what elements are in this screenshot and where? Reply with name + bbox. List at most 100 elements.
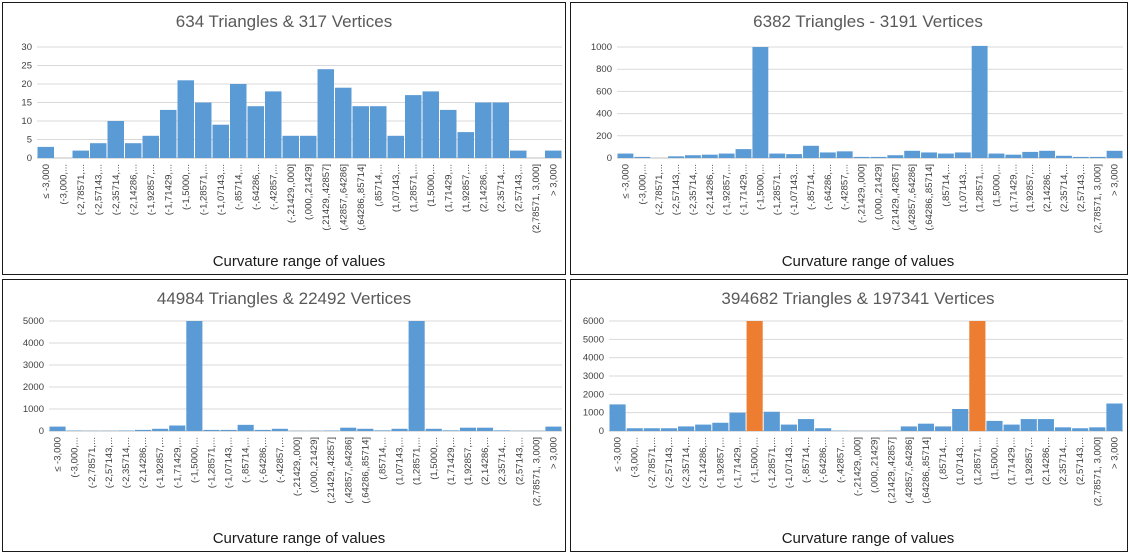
x-tick-label: (-2,35714,... [688, 164, 699, 215]
x-tick-label: (-1,92857,... [722, 164, 733, 215]
y-tick-label: 3000 [583, 371, 604, 382]
bar-26 [494, 430, 511, 431]
bar-24 [457, 132, 474, 158]
chart-panel-634-triangles: 634 Triangles & 317 Vertices 0 5 10 15 20 25 3… [2, 2, 566, 275]
bar-10 [220, 429, 237, 431]
x-tick-label: (-,21429,,000] [857, 164, 868, 223]
x-tick-label: (,85714,... [373, 164, 384, 207]
x-tick-label: (1,28571,... [408, 164, 419, 212]
x-tick-label: (-2,78571,... [87, 437, 98, 488]
bar-15 [300, 135, 317, 158]
bar-29 [545, 426, 562, 431]
x-tick-label: (1,07143,... [955, 437, 966, 485]
x-tick-label: (-2,14286,... [138, 437, 149, 488]
x-tick-label: (-3,000,... [58, 164, 69, 205]
x-tick-label: (2,78571, 3,000] [531, 437, 542, 506]
x-tick-label: > 3,000 [548, 164, 559, 196]
bar-0 [609, 404, 626, 431]
x-tick-label: (,000,,21429] [873, 164, 884, 220]
x-tick-label: (,000,,21429] [303, 164, 314, 220]
bar-25 [477, 427, 494, 431]
x-tick-label: (1,07143,... [958, 164, 969, 212]
x-tick-label: ≤ -3,000 [53, 437, 64, 472]
bar-10 [212, 124, 229, 158]
y-tick-label: 3000 [23, 360, 44, 371]
bar-25 [1037, 419, 1054, 431]
bar-19 [370, 106, 387, 158]
chart-panel-44984-triangles: 44984 Triangles & 22492 Vertices 0 1000 20… [2, 279, 566, 552]
x-tick-label: ≤ -3,000 [613, 437, 624, 472]
bar-6 [712, 422, 729, 431]
x-tick-label: (1,71429,... [1008, 164, 1019, 212]
x-tick-label: (-,21429,,000] [292, 437, 303, 496]
x-tick-label: (-1,71429,... [733, 437, 744, 488]
bar-8 [752, 47, 769, 158]
bar-21 [971, 45, 988, 158]
x-tick-label: (,21429,,42857] [326, 437, 337, 504]
bar-13 [271, 428, 288, 431]
bar-28 [1089, 427, 1106, 431]
x-tick-label: (-2,35714,... [121, 437, 132, 488]
x-tick-label: (-1,5000,... [181, 164, 192, 210]
bar-3 [90, 143, 107, 158]
x-tick-label: (-,42857,... [840, 164, 851, 210]
bar-29 [1106, 403, 1123, 431]
y-tick-label: 20 [21, 79, 32, 90]
bar-8 [177, 80, 194, 158]
bar-9 [769, 153, 786, 158]
bar-16 [887, 155, 904, 158]
x-tick-label: (2,57143,... [514, 437, 525, 485]
x-tick-label: (1,28571,... [972, 437, 983, 485]
bar-7 [169, 425, 186, 431]
bar-1 [626, 428, 643, 431]
x-tick-label: (,64286,,85714] [356, 164, 367, 231]
x-tick-label: (-1,28571,... [772, 164, 783, 215]
bar-20 [387, 135, 404, 158]
bar-23 [442, 430, 459, 431]
bar-14 [282, 135, 299, 158]
bar-4 [678, 426, 695, 431]
bar-27 [1072, 156, 1089, 158]
x-tick-label: (-,64286,... [818, 437, 829, 483]
x-tick-label: (1,28571,... [412, 437, 423, 485]
y-tick-label: 6000 [583, 316, 604, 327]
x-tick-label: (2,35714,... [497, 437, 508, 485]
x-tick-label: (-2,78571,... [76, 164, 87, 215]
x-tick-label: (-,42857,... [275, 437, 286, 483]
bar-0 [37, 146, 54, 158]
x-axis-label: Curvature range of values [213, 530, 386, 547]
x-tick-label: (2,78571, 3,000] [1092, 437, 1103, 506]
bar-29 [545, 150, 562, 158]
x-tick-label: > 3,000 [548, 437, 559, 469]
bar-3 [660, 428, 678, 431]
bar-20 [391, 428, 408, 431]
bar-10 [780, 424, 797, 431]
y-tick-label: 5 [27, 135, 32, 146]
bar-11 [230, 84, 247, 158]
x-tick-label: (1,71429,... [446, 437, 457, 485]
x-tick-label: (2,78571, 3,000] [1093, 164, 1104, 233]
bar-28 [1089, 156, 1106, 158]
x-tick-label: (,42857,,64286] [904, 437, 915, 504]
bar-12 [815, 428, 832, 431]
x-tick-label: (,21429,,42857] [887, 437, 898, 504]
bar-17 [340, 427, 357, 431]
x-tick-label: (2,35714,... [1058, 437, 1069, 485]
y-tick-label: 200 [596, 131, 612, 142]
x-tick-label: (1,92857,... [1024, 437, 1035, 485]
bar-26 [1056, 155, 1072, 158]
bar-7 [729, 412, 746, 431]
bar-1 [634, 156, 651, 158]
x-tick-label: (-2,14286,... [698, 437, 709, 488]
histogram-chart: 6382 Triangles - 3191 Vertices 0 200 400 60… [591, 12, 1123, 270]
x-tick-label: (-3,000,... [630, 437, 641, 478]
x-tick-label: ≤ -3,000 [620, 164, 631, 199]
bar-23 [1003, 424, 1020, 431]
x-tick-label: (1,92857,... [1025, 164, 1036, 212]
x-tick-label: (-2,78571,... [647, 437, 658, 488]
bar-7 [735, 149, 752, 158]
x-tick-label: (-2,57143,... [671, 164, 682, 215]
y-tick-label: 0 [39, 426, 44, 437]
bar-4 [684, 155, 701, 158]
y-tick-label: 5000 [583, 334, 604, 345]
